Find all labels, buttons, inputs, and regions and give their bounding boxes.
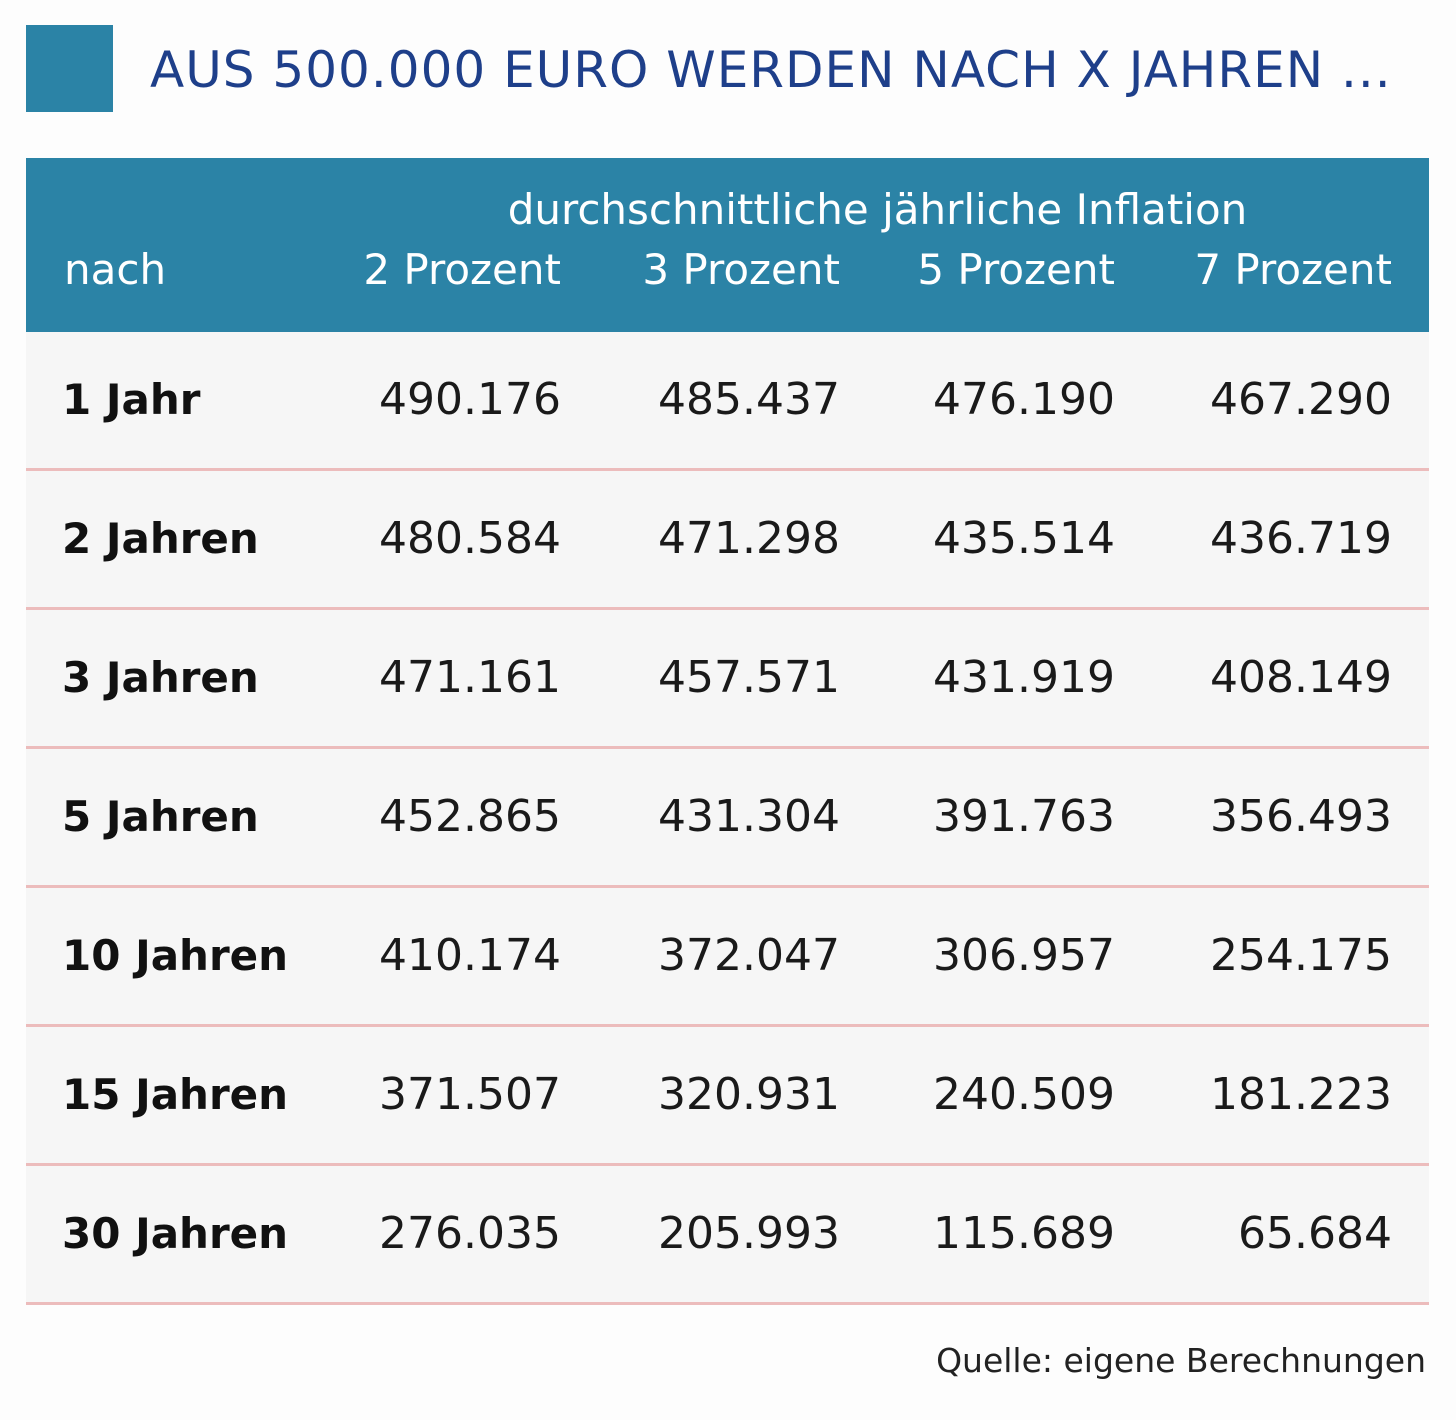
table-cell: 115.689 xyxy=(933,1208,1115,1259)
table-cell: 306.957 xyxy=(933,930,1115,981)
column-header-7-prozent: 7 Prozent xyxy=(1194,245,1392,294)
page-title: AUS 500.000 EURO WERDEN NACH X JAHREN ..… xyxy=(150,41,1392,99)
table-cell: 435.514 xyxy=(933,513,1115,564)
table-cell: 480.584 xyxy=(379,513,561,564)
table-row: 10 Jahren 410.174 372.047 306.957 254.175 xyxy=(26,888,1429,1027)
table-cell: 410.174 xyxy=(379,930,561,981)
row-label: 1 Jahr xyxy=(62,375,201,424)
table-cell: 436.719 xyxy=(1210,513,1392,564)
table-cell: 467.290 xyxy=(1210,374,1392,425)
table-row: 3 Jahren 471.161 457.571 431.919 408.149 xyxy=(26,610,1429,749)
table-row: 5 Jahren 452.865 431.304 391.763 356.493 xyxy=(26,749,1429,888)
column-header-5-prozent: 5 Prozent xyxy=(917,245,1115,294)
table-cell: 431.304 xyxy=(658,791,840,842)
column-header-nach: nach xyxy=(64,245,167,294)
inflation-table: durchschnittliche jährliche Inflation na… xyxy=(26,158,1429,1305)
column-header-3-prozent: 3 Prozent xyxy=(642,245,840,294)
table-row: 30 Jahren 276.035 205.993 115.689 65.684 xyxy=(26,1166,1429,1305)
table-cell: 490.176 xyxy=(379,374,561,425)
title-accent-square xyxy=(26,25,113,112)
table-cell: 205.993 xyxy=(658,1208,840,1259)
table-cell: 452.865 xyxy=(379,791,561,842)
table-cell: 372.047 xyxy=(658,930,840,981)
table-cell: 181.223 xyxy=(1210,1069,1392,1120)
table-cell: 391.763 xyxy=(933,791,1115,842)
row-label: 3 Jahren xyxy=(62,653,259,702)
table-cell: 356.493 xyxy=(1210,791,1392,842)
table-cell: 457.571 xyxy=(658,652,840,703)
table-row: 1 Jahr 490.176 485.437 476.190 467.290 xyxy=(26,332,1429,471)
table-cell: 65.684 xyxy=(1238,1208,1392,1259)
row-label: 15 Jahren xyxy=(62,1070,289,1119)
table-body: 1 Jahr 490.176 485.437 476.190 467.290 2 Jahr… xyxy=(26,332,1429,1305)
column-header-2-prozent: 2 Prozent xyxy=(363,245,561,294)
row-label: 10 Jahren xyxy=(62,931,289,980)
table-header: durchschnittliche jährliche Inflation na… xyxy=(26,158,1429,332)
table-cell: 254.175 xyxy=(1210,930,1392,981)
table-cell: 431.919 xyxy=(933,652,1115,703)
table-cell: 471.298 xyxy=(658,513,840,564)
super-header: durchschnittliche jährliche Inflation xyxy=(507,185,1248,234)
row-label: 5 Jahren xyxy=(62,792,259,841)
table-cell: 276.035 xyxy=(379,1208,561,1259)
table-row: 15 Jahren 371.507 320.931 240.509 181.223 xyxy=(26,1027,1429,1166)
row-label: 30 Jahren xyxy=(62,1209,289,1258)
table-cell: 371.507 xyxy=(379,1069,561,1120)
table-cell: 471.161 xyxy=(379,652,561,703)
table-row: 2 Jahren 480.584 471.298 435.514 436.719 xyxy=(26,471,1429,610)
table-cell: 476.190 xyxy=(933,374,1115,425)
row-label: 2 Jahren xyxy=(62,514,259,563)
table-cell: 240.509 xyxy=(933,1069,1115,1120)
table-cell: 485.437 xyxy=(658,374,840,425)
source-note: Quelle: eigene Berechnungen xyxy=(936,1341,1426,1380)
table-cell: 320.931 xyxy=(658,1069,840,1120)
table-cell: 408.149 xyxy=(1210,652,1392,703)
